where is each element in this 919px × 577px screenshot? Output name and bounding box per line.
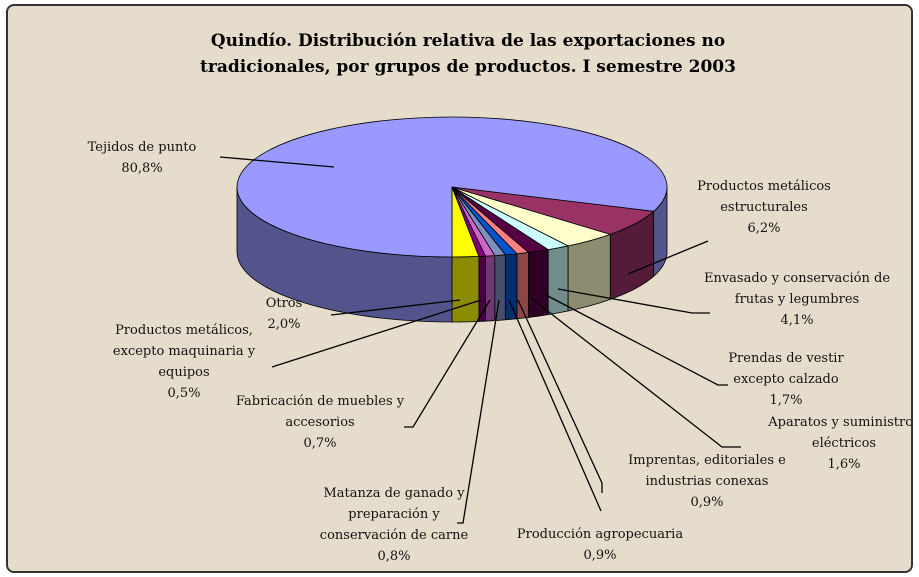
value-label: 0,9% <box>583 548 617 563</box>
slice-name: Aparatos y suministros eléctricos <box>768 415 913 451</box>
value-label: 2,0% <box>267 317 301 332</box>
slice-name: Otros <box>265 296 303 311</box>
slice-label: Productos metálicos, excepto maquinaria … <box>94 320 274 404</box>
slice-label: Fabricación de muebles y accesorios 0,7% <box>225 391 415 454</box>
leader-line <box>517 299 603 493</box>
value-label: 6,2% <box>747 221 781 236</box>
value-label: 80,8% <box>121 161 163 176</box>
slice-name: Productos metálicos, excepto maquinaria … <box>112 323 256 380</box>
value-label: 0,8% <box>377 549 411 564</box>
chart-title: Quindío. Distribución relativa de las ex… <box>200 31 736 77</box>
slice-name: Imprentas, editoriales e industrias cone… <box>628 453 786 489</box>
slice-label: Aparatos y suministros eléctricos 1,6% <box>759 412 913 475</box>
pie-slice-side <box>528 249 549 318</box>
chart-frame: Quindío. Distribución relativa de las ex… <box>6 4 913 573</box>
slice-label: Envasado y conservación de frutas y legu… <box>702 268 892 331</box>
leader-line <box>545 294 728 386</box>
leader-line <box>530 297 741 448</box>
value-label: 0,9% <box>690 495 724 510</box>
chart <box>219 116 741 524</box>
leader-line <box>508 299 602 512</box>
slice-label: Producción agropecuaria 0,9% <box>500 524 700 566</box>
value-label: 1,6% <box>827 457 861 472</box>
pie-slice-side <box>494 254 506 322</box>
slice-name: Envasado y conservación de frutas y legu… <box>703 271 891 307</box>
value-label: 4,1% <box>780 313 814 328</box>
pie-slice-side <box>516 251 529 320</box>
pie-slice-side <box>485 255 496 322</box>
leader-line <box>557 288 710 314</box>
slice-name: Matanza de ganado y preparación y conser… <box>319 486 469 543</box>
slice-label: Tejidos de punto 80,8% <box>62 137 222 179</box>
pie-slice-side <box>567 233 611 312</box>
slice-name: Fabricación de muebles y accesorios <box>235 394 405 430</box>
slice-label: Matanza de ganado y preparación y conser… <box>309 483 479 567</box>
leader-line <box>404 299 491 428</box>
slice-label: Productos metálicos estructurales 6,2% <box>684 176 844 239</box>
value-label: 0,7% <box>303 436 337 451</box>
leader-line <box>219 156 335 168</box>
value-label: 1,7% <box>769 393 803 408</box>
pie-slice-side <box>451 256 480 323</box>
slice-name: Productos metálicos estructurales <box>697 179 831 215</box>
leader-line <box>330 299 461 316</box>
slice-name: Producción agropecuaria <box>516 527 684 542</box>
leader-line <box>457 299 500 524</box>
slice-label: Prendas de vestir excepto calzado 1,7% <box>711 348 861 411</box>
pie-slice <box>236 116 668 258</box>
leader-line <box>627 240 709 275</box>
slice-label: Otros 2,0% <box>244 293 324 335</box>
slice-label: Imprentas, editoriales e industrias cone… <box>612 450 802 513</box>
leader-line <box>271 299 482 368</box>
slice-name: Tejidos de punto <box>87 140 197 155</box>
pie-slice-side <box>504 253 518 321</box>
value-label: 0,5% <box>167 386 201 401</box>
slice-name: Prendas de vestir excepto calzado <box>728 351 844 387</box>
